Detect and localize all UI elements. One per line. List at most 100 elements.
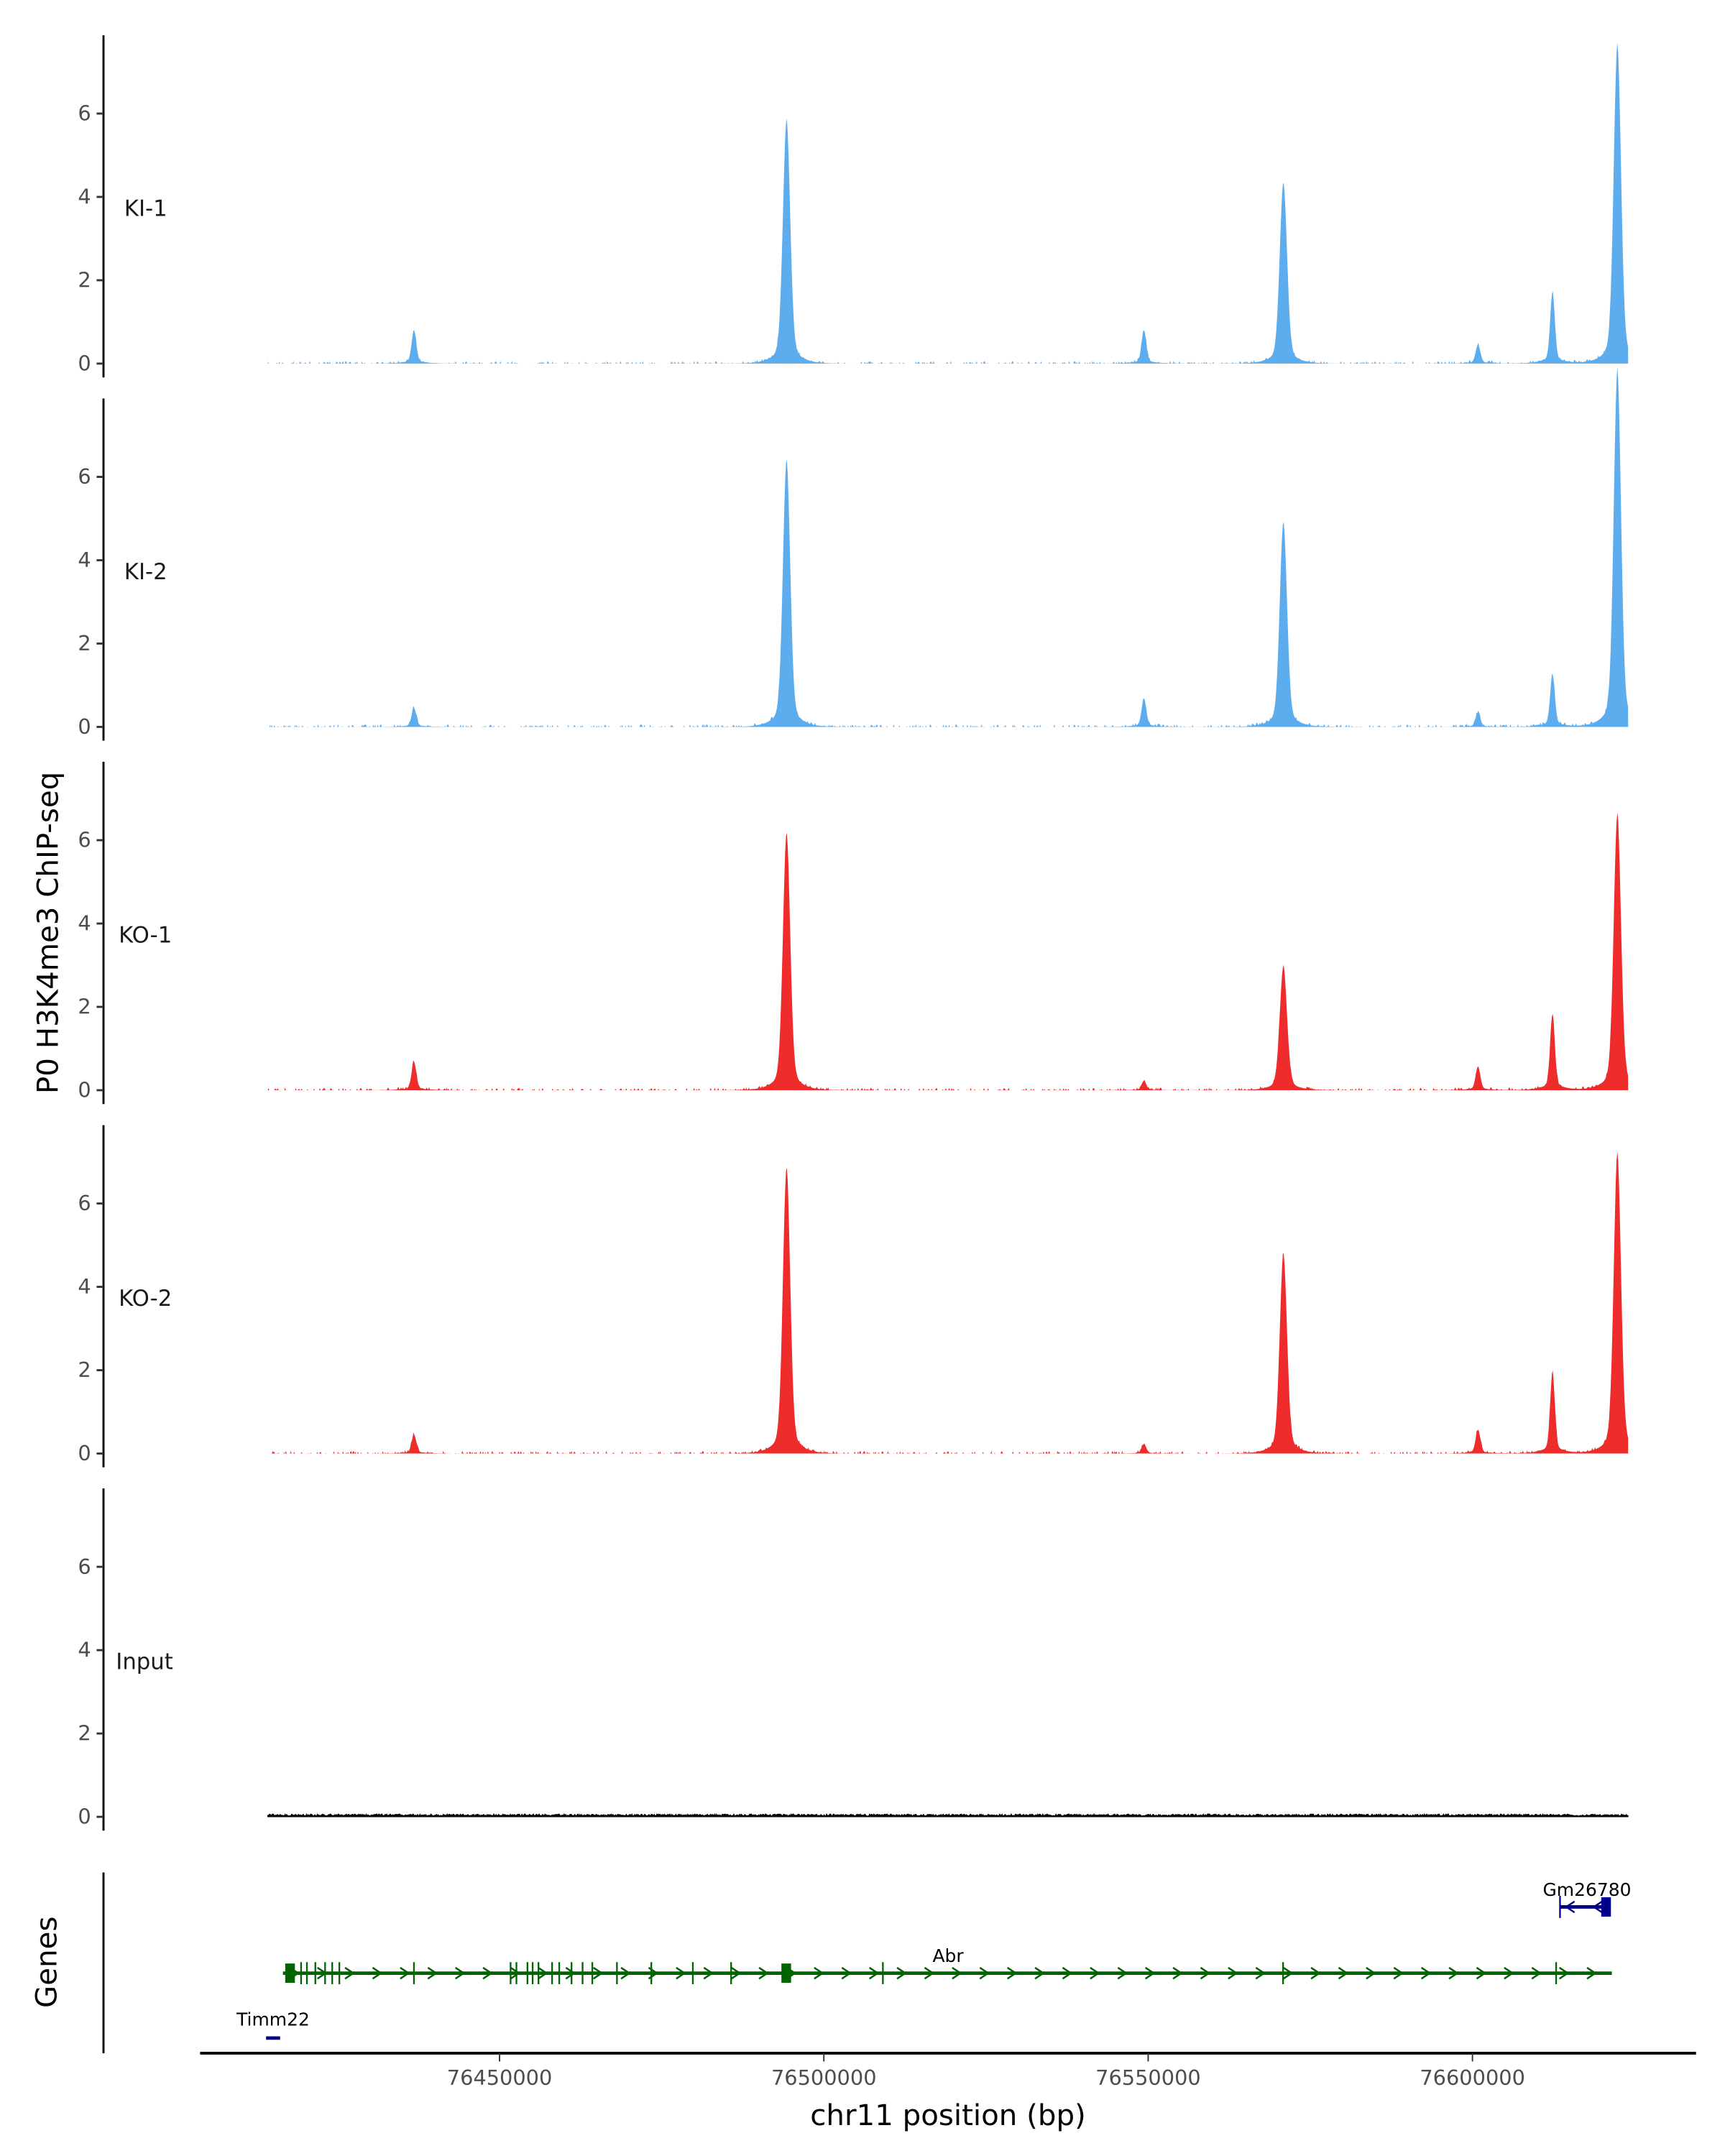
exon xyxy=(510,1962,512,1984)
y-tick-label: 0 xyxy=(78,1441,91,1465)
genes-panel: Gm26780 Abr Timm22 xyxy=(102,1872,1631,2053)
strand-arrow xyxy=(730,1966,740,1980)
strand-arrow xyxy=(896,1966,906,1980)
exon xyxy=(1555,1962,1558,1984)
exon xyxy=(300,1962,303,1984)
strand-arrow xyxy=(592,1966,602,1980)
signal-area xyxy=(267,812,1629,1090)
x-axis-title: chr11 position (bp) xyxy=(810,2099,1086,2132)
strand-arrow xyxy=(1531,1966,1541,1980)
gene-label: Timm22 xyxy=(236,2009,310,2030)
x-tick-label: 76500000 xyxy=(771,2065,877,2090)
gene-label: Gm26780 xyxy=(1542,1879,1631,1900)
strand-arrow xyxy=(1255,1966,1265,1980)
y-tick-label: 4 xyxy=(78,1274,91,1299)
exon xyxy=(581,1962,584,1984)
exon xyxy=(285,1963,295,1984)
y-tick-label: 4 xyxy=(78,185,91,209)
track-ko-2: 0 2 4 6 KO-2 xyxy=(78,1125,1629,1468)
y-tick-label: 4 xyxy=(78,911,91,936)
exon xyxy=(616,1962,618,1984)
x-tick-label: 76600000 xyxy=(1420,2065,1525,2090)
exon xyxy=(558,1962,561,1984)
strand-arrow xyxy=(620,1966,630,1980)
exon xyxy=(551,1962,553,1984)
exon xyxy=(324,1962,326,1984)
y-tick-label: 0 xyxy=(78,1078,91,1102)
strand-arrow xyxy=(1117,1966,1127,1980)
strand-arrow xyxy=(1006,1966,1016,1980)
y-tick-label: 2 xyxy=(78,1721,91,1746)
signal-area xyxy=(267,367,1629,727)
exon xyxy=(591,1962,594,1984)
strand-arrow xyxy=(1090,1966,1100,1980)
exon xyxy=(730,1962,732,1984)
track-label: KI-1 xyxy=(124,195,167,221)
strand-arrow xyxy=(1172,1966,1182,1980)
x-tick-label: 76550000 xyxy=(1095,2065,1201,2090)
exon xyxy=(691,1962,694,1984)
y-tick-label: 6 xyxy=(78,101,91,126)
strand-arrow xyxy=(1282,1966,1292,1980)
strand-arrow xyxy=(427,1966,437,1980)
strand-arrow xyxy=(482,1966,492,1980)
strand-arrow xyxy=(1366,1966,1376,1980)
strand-arrow xyxy=(510,1966,520,1980)
exon xyxy=(1282,1962,1284,1984)
strand-arrow xyxy=(952,1966,962,1980)
exon xyxy=(515,1962,518,1984)
strand-arrow xyxy=(1448,1966,1458,1980)
exon xyxy=(331,1962,334,1984)
strand-arrow xyxy=(703,1966,713,1980)
strand-arrow xyxy=(1565,1900,1576,1914)
track-input: 0 2 4 6 Input xyxy=(78,1488,1629,1831)
gene-gm26780: Gm26780 xyxy=(1542,1879,1631,1918)
gene-timm22: Timm22 xyxy=(236,2009,310,2040)
strand-arrow xyxy=(1420,1966,1430,1980)
strand-arrow xyxy=(1504,1966,1514,1980)
strand-arrow xyxy=(979,1966,989,1980)
track-label: Input xyxy=(116,1649,173,1675)
y-tick-label: 6 xyxy=(78,828,91,852)
strand-arrow xyxy=(538,1966,548,1980)
exon xyxy=(413,1962,415,1984)
y-tick-label: 0 xyxy=(78,351,91,376)
strand-arrow xyxy=(1593,1900,1603,1914)
exon xyxy=(882,1962,884,1984)
y-tick-label: 4 xyxy=(78,1638,91,1662)
strand-arrow xyxy=(1062,1966,1072,1980)
exon xyxy=(338,1962,341,1984)
exon xyxy=(1559,1896,1561,1918)
track-label: KO-1 xyxy=(119,923,172,949)
strand-arrow xyxy=(1558,1966,1568,1980)
signal-area xyxy=(267,1812,1629,1818)
exon xyxy=(781,1963,791,1984)
exon xyxy=(314,1962,316,1984)
strand-arrow xyxy=(1310,1966,1320,1980)
y-tick-label: 0 xyxy=(78,1805,91,1829)
strand-arrow xyxy=(676,1966,686,1980)
track-ki-2: 0 2 4 6 KI-2 xyxy=(78,367,1629,741)
signal-area xyxy=(267,1151,1629,1454)
y-tick-label: 6 xyxy=(78,1191,91,1215)
y-tick-label: 2 xyxy=(78,1358,91,1382)
strand-arrow xyxy=(565,1966,575,1980)
strand-arrow xyxy=(400,1966,410,1980)
strand-arrow xyxy=(924,1966,934,1980)
y-tick-label: 2 xyxy=(78,268,91,292)
strand-arrow xyxy=(1586,1966,1596,1980)
y-tick-label: 4 xyxy=(78,548,91,572)
exon xyxy=(531,1962,534,1984)
strand-arrow xyxy=(1034,1966,1044,1980)
y-tick-label: 0 xyxy=(78,714,91,739)
y-tick-label: 2 xyxy=(78,995,91,1019)
strand-arrow xyxy=(1393,1966,1403,1980)
strand-arrow xyxy=(1200,1966,1210,1980)
gene-label: Abr xyxy=(932,1945,964,1966)
strand-arrow xyxy=(868,1966,878,1980)
strand-arrow xyxy=(841,1966,851,1980)
y-tick-label: 2 xyxy=(78,631,91,655)
x-tick-label: 76450000 xyxy=(447,2065,553,2090)
track-label: KO-2 xyxy=(119,1286,172,1312)
